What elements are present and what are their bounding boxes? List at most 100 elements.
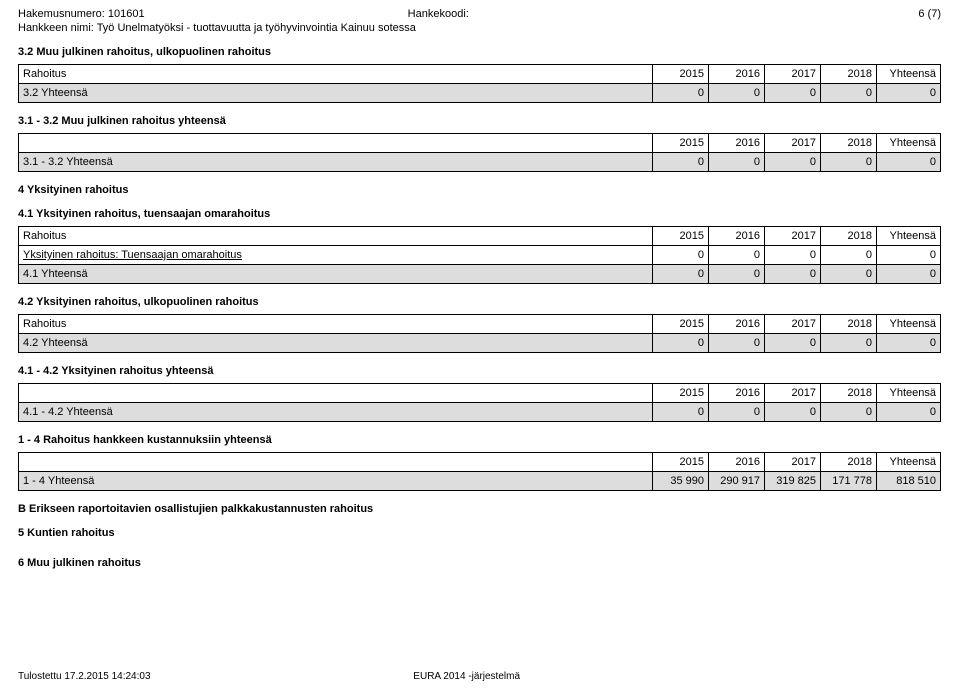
app-number-label: Hakemusnumero:: [18, 8, 105, 20]
col-2016: 2016: [709, 65, 765, 84]
section-4-1-title: 4.1 Yksityinen rahoitus, tuensaajan omar…: [18, 208, 941, 220]
col-rahoitus: Rahoitus: [19, 65, 653, 84]
col-2016: 2016: [709, 315, 765, 334]
row-label: 1 - 4 Yhteensä: [19, 472, 653, 491]
col-2016: 2016: [709, 134, 765, 153]
row-4-1-total: 4.1 Yhteensä 0 0 0 0 0: [19, 265, 941, 284]
cell: 0: [653, 246, 709, 265]
section-b-title: B Erikseen raportoitavien osallistujien …: [18, 503, 941, 515]
row-4-2-total: 4.2 Yhteensä 0 0 0 0 0: [19, 334, 941, 353]
col-total: Yhteensä: [877, 65, 941, 84]
cell: 818 510: [877, 472, 941, 491]
table-header-row: Rahoitus 2015 2016 2017 2018 Yhteensä: [19, 315, 941, 334]
row-31-32-total: 3.1 - 3.2 Yhteensä 0 0 0 0 0: [19, 153, 941, 172]
col-2016: 2016: [709, 384, 765, 403]
header-line-1: Hakemusnumero: 101601 Hankekoodi: 6 (7): [18, 8, 941, 20]
col-2016: 2016: [709, 227, 765, 246]
cell: 0: [821, 403, 877, 422]
project-name-label: Hankkeen nimi:: [18, 22, 94, 34]
col-2018: 2018: [821, 453, 877, 472]
table-header-row: 2015 2016 2017 2018 Yhteensä: [19, 134, 941, 153]
cell: 0: [821, 246, 877, 265]
col-total: Yhteensä: [877, 453, 941, 472]
row-label: 4.1 - 4.2 Yhteensä: [19, 403, 653, 422]
row-label: 4.1 Yhteensä: [19, 265, 653, 284]
cell: 0: [653, 84, 709, 103]
row-label: Yksityinen rahoitus: Tuensaajan omarahoi…: [19, 246, 653, 265]
table-4-2: Rahoitus 2015 2016 2017 2018 Yhteensä 4.…: [18, 314, 941, 353]
project-name: Työ Unelmatyöksi - tuottavuutta ja työhy…: [97, 22, 416, 34]
table-header-row: Rahoitus 2015 2016 2017 2018 Yhteensä: [19, 65, 941, 84]
col-rahoitus: Rahoitus: [19, 227, 653, 246]
cell: 0: [765, 334, 821, 353]
col-2018: 2018: [821, 134, 877, 153]
section-41-42-title: 4.1 - 4.2 Yksityinen rahoitus yhteensä: [18, 365, 941, 377]
col-2017: 2017: [765, 384, 821, 403]
section-4-2-title: 4.2 Yksityinen rahoitus, ulkopuolinen ra…: [18, 296, 941, 308]
cell: 0: [709, 153, 765, 172]
cell: 0: [877, 334, 941, 353]
col-2015: 2015: [653, 227, 709, 246]
col-2016: 2016: [709, 453, 765, 472]
row-label: 4.2 Yhteensä: [19, 334, 653, 353]
row-4-1-data: Yksityinen rahoitus: Tuensaajan omarahoi…: [19, 246, 941, 265]
page-number: 6 (7): [918, 8, 941, 20]
cell: 0: [765, 403, 821, 422]
cell: 0: [653, 265, 709, 284]
cell: 0: [877, 246, 941, 265]
section-3-2-title: 3.2 Muu julkinen rahoitus, ulkopuolinen …: [18, 46, 941, 58]
cell: 35 990: [653, 472, 709, 491]
cell: 171 778: [821, 472, 877, 491]
section-1-4-title: 1 - 4 Rahoitus hankkeen kustannuksiin yh…: [18, 434, 941, 446]
cell: 0: [821, 84, 877, 103]
table-4-1: Rahoitus 2015 2016 2017 2018 Yhteensä Yk…: [18, 226, 941, 284]
cell: 0: [877, 265, 941, 284]
row-label: 3.2 Yhteensä: [19, 84, 653, 103]
col-blank: [19, 134, 653, 153]
cell: 0: [653, 153, 709, 172]
col-2017: 2017: [765, 65, 821, 84]
cell: 0: [877, 153, 941, 172]
cell: 0: [709, 84, 765, 103]
col-2015: 2015: [653, 315, 709, 334]
col-2015: 2015: [653, 384, 709, 403]
col-total: Yhteensä: [877, 134, 941, 153]
row-label: 3.1 - 3.2 Yhteensä: [19, 153, 653, 172]
page: Hakemusnumero: 101601 Hankekoodi: 6 (7) …: [0, 0, 959, 569]
footer-printed: Tulostettu 17.2.2015 14:24:03: [18, 671, 151, 682]
col-rahoitus: Rahoitus: [19, 315, 653, 334]
col-blank: [19, 453, 653, 472]
row-3-2-total: 3.2 Yhteensä 0 0 0 0 0: [19, 84, 941, 103]
col-2017: 2017: [765, 134, 821, 153]
row-1-4-total: 1 - 4 Yhteensä 35 990 290 917 319 825 17…: [19, 472, 941, 491]
cell: 0: [653, 334, 709, 353]
col-total: Yhteensä: [877, 384, 941, 403]
col-2017: 2017: [765, 315, 821, 334]
col-2015: 2015: [653, 65, 709, 84]
col-2017: 2017: [765, 453, 821, 472]
app-number-value: 101601: [108, 8, 145, 20]
cell: 0: [765, 246, 821, 265]
cell: 0: [877, 84, 941, 103]
cell: 0: [765, 265, 821, 284]
section-5-title: 5 Kuntien rahoitus: [18, 527, 941, 539]
table-header-row: 2015 2016 2017 2018 Yhteensä: [19, 384, 941, 403]
table-31-32: 2015 2016 2017 2018 Yhteensä 3.1 - 3.2 Y…: [18, 133, 941, 172]
col-total: Yhteensä: [877, 315, 941, 334]
app-number: Hakemusnumero: 101601: [18, 8, 145, 20]
cell: 290 917: [709, 472, 765, 491]
cell: 0: [765, 84, 821, 103]
cell: 0: [709, 334, 765, 353]
cell: 0: [653, 403, 709, 422]
footer-system: EURA 2014 -järjestelmä: [413, 671, 520, 682]
col-2015: 2015: [653, 134, 709, 153]
col-2018: 2018: [821, 384, 877, 403]
cell: 0: [821, 153, 877, 172]
header-line-2: Hankkeen nimi: Työ Unelmatyöksi - tuotta…: [18, 22, 941, 34]
col-2018: 2018: [821, 315, 877, 334]
code-label: Hankekoodi:: [408, 8, 469, 20]
section-4-title: 4 Yksityinen rahoitus: [18, 184, 941, 196]
section-6-title: 6 Muu julkinen rahoitus: [18, 557, 941, 569]
row-41-42-total: 4.1 - 4.2 Yhteensä 0 0 0 0 0: [19, 403, 941, 422]
table-1-4: 2015 2016 2017 2018 Yhteensä 1 - 4 Yhtee…: [18, 452, 941, 491]
